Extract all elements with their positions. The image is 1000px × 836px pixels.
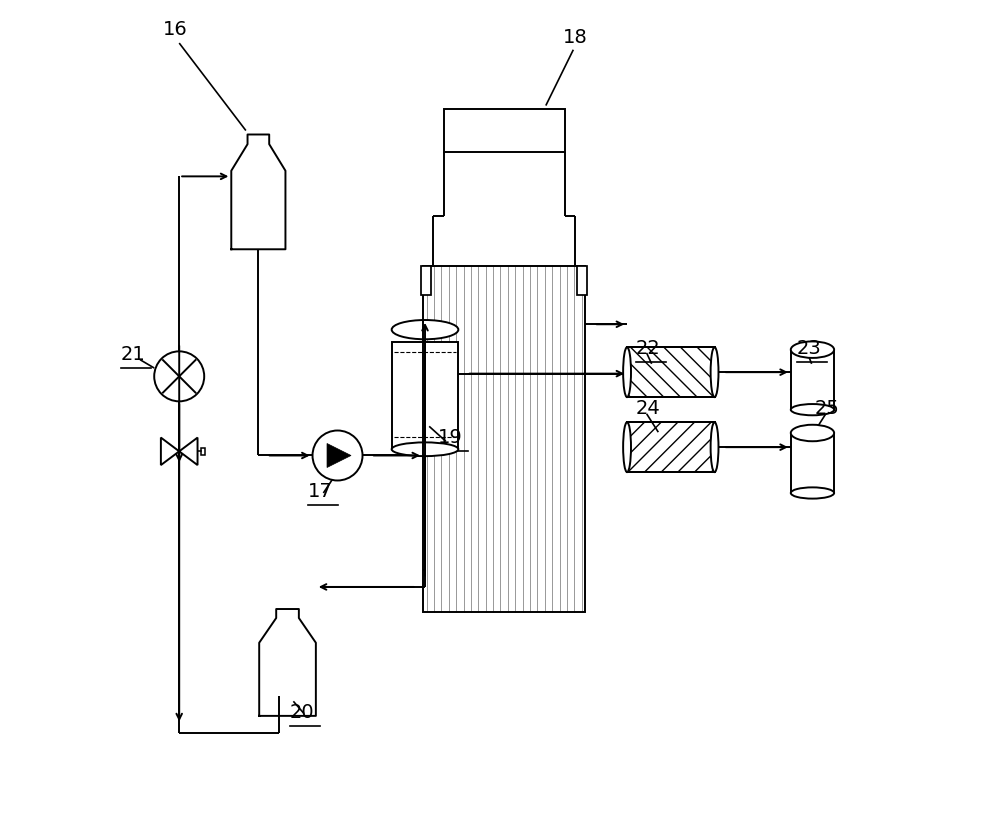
Bar [627,422,715,472]
Ellipse shape [791,404,834,415]
Text: 19: 19 [438,428,462,447]
Ellipse shape [711,347,718,397]
Polygon shape [327,443,351,467]
Bar [791,433,834,493]
Text: 25: 25 [815,399,840,418]
Bar [392,342,458,449]
Ellipse shape [623,422,631,472]
Text: 23: 23 [797,339,821,358]
Circle shape [154,351,204,401]
Text: 16: 16 [163,20,187,39]
Ellipse shape [711,422,718,472]
Bar [627,422,715,472]
Ellipse shape [791,341,834,358]
Bar [791,349,834,410]
Ellipse shape [392,320,458,339]
Bar [201,448,205,455]
Ellipse shape [623,347,631,397]
Text: 24: 24 [636,399,661,418]
Bar [627,347,715,397]
Bar [421,266,431,295]
Text: +: + [471,121,484,136]
Ellipse shape [791,425,834,441]
Ellipse shape [392,442,458,456]
Bar [444,109,565,152]
Bar [627,347,715,397]
Text: 18: 18 [562,28,587,47]
Text: |: | [528,121,534,137]
Bar [577,266,587,295]
Bar [423,266,585,612]
Text: 17: 17 [308,482,333,502]
Text: 20: 20 [290,703,315,722]
Text: 21: 21 [121,344,146,364]
Text: 22: 22 [636,339,661,358]
Ellipse shape [791,487,834,498]
Circle shape [313,431,363,481]
